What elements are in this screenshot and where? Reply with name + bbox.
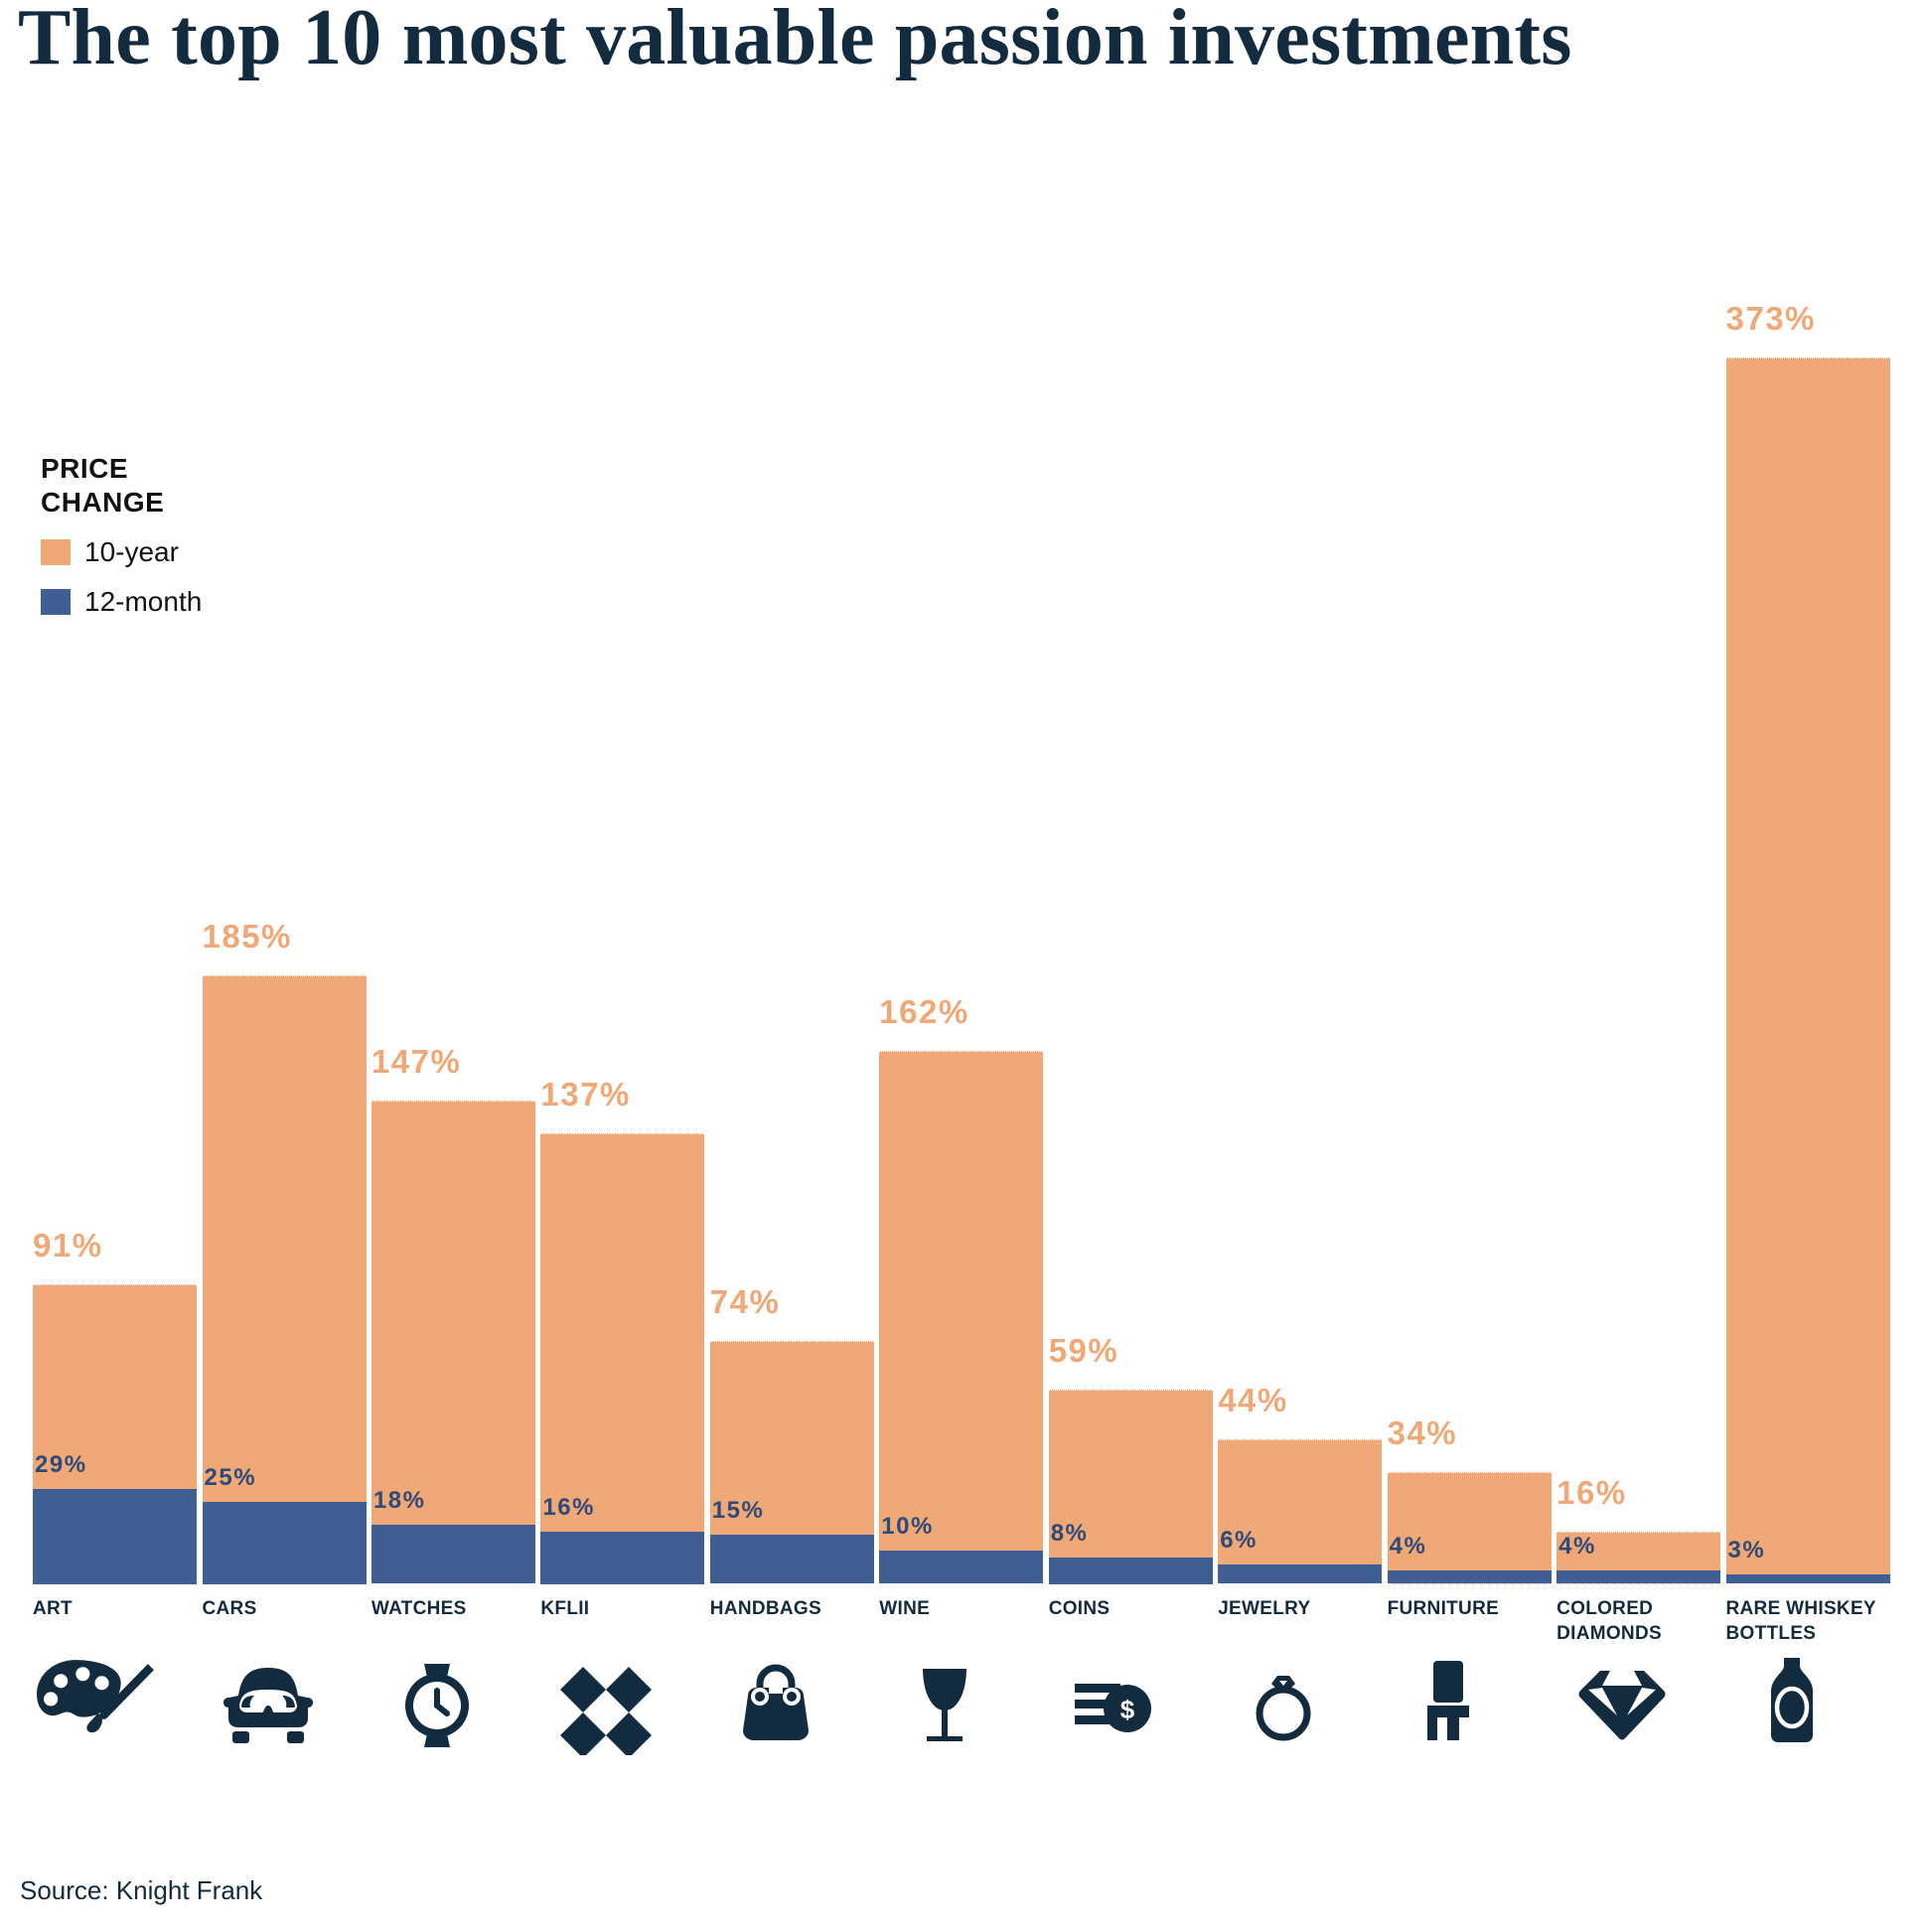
- svg-text:$: $: [1119, 1695, 1134, 1724]
